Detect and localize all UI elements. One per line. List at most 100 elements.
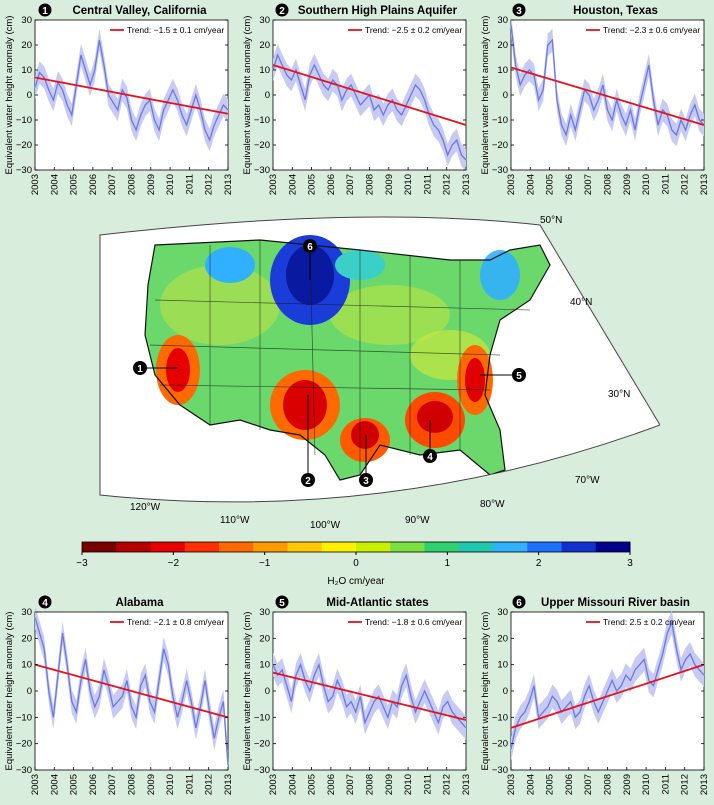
x-tick-label: 2007 <box>107 774 118 795</box>
x-tick-label: 2008 <box>127 774 138 795</box>
x-tick-label: 2007 <box>583 174 594 195</box>
x-tick-label: 2007 <box>345 174 356 195</box>
panel-number-badge: 2 <box>275 3 289 17</box>
legend: Trend: −2.3 ± 0.6 cm/year <box>586 25 700 35</box>
y-tick-label: −30 <box>16 765 32 776</box>
legend: Trend: 2.5 ± 0.2 cm/year <box>586 617 695 627</box>
colorbar-swatch <box>561 542 597 552</box>
y-tick-label: 20 <box>497 40 508 51</box>
legend-label: Trend: −1.5 ± 0.1 cm/year <box>127 25 224 35</box>
colorbar-swatch <box>390 542 425 552</box>
x-tick-label: 2004 <box>525 174 536 195</box>
plot-area <box>272 611 467 771</box>
x-tick-label: 2012 <box>204 174 215 195</box>
map-marker-5: 5 <box>480 368 526 382</box>
lon-label-100: 100°W <box>310 520 341 531</box>
colorbar-swatch <box>424 542 460 552</box>
panel-number-badge: 6 <box>512 595 526 609</box>
x-tick-label: 2010 <box>165 774 176 795</box>
colorbar-swatch <box>595 542 631 552</box>
y-tick-label: 0 <box>503 686 508 697</box>
x-tick-label: 2005 <box>307 774 318 795</box>
trend-line <box>34 663 229 719</box>
x-tick-label: 2005 <box>69 774 80 795</box>
chart-svg: 2 Southern High Plains Aquifer Trend: −2.5… <box>242 3 472 195</box>
x-tick-label: 2009 <box>622 774 633 795</box>
lon-label-110: 110°W <box>220 515 250 526</box>
chart-svg: 5 Mid-Atlantic states Trend: −1.8 ± 0.6 cm… <box>242 595 472 795</box>
y-axis-label: Equivalent water height anomaly (cm) <box>4 16 15 175</box>
x-tick-label: 2006 <box>564 774 575 795</box>
panel-number-badge: 4 <box>38 595 52 609</box>
colorbar-swatch <box>184 542 220 552</box>
x-tick-label: 2011 <box>660 774 671 794</box>
map-marker-3: 3 <box>359 435 373 487</box>
x-tick-label: 2012 <box>680 774 691 795</box>
colorbar-swatch <box>82 542 117 552</box>
x-tick-label: 2005 <box>307 174 318 195</box>
colorbar-swatch <box>116 542 151 552</box>
svg-text:1: 1 <box>137 364 143 375</box>
y-tick-label: −30 <box>254 165 270 176</box>
x-tick-label: 2011 <box>422 174 433 194</box>
svg-text:3: 3 <box>363 476 369 487</box>
panel-number: 1 <box>42 6 48 17</box>
legend: Trend: −1.5 ± 0.1 cm/year <box>110 25 224 35</box>
x-tick-label: 2003 <box>30 774 41 795</box>
panel-number-badge: 5 <box>275 595 289 609</box>
x-tick-label: 2006 <box>326 774 337 795</box>
x-tick-label: 2004 <box>525 774 536 795</box>
trend-line <box>34 76 229 115</box>
lon-label-120: 120°W <box>130 502 161 513</box>
lat-label-30: 30°N <box>608 389 630 400</box>
colorbar-tick: −2 <box>168 558 180 569</box>
uncertainty-band <box>35 28 228 152</box>
x-tick-label: 2013 <box>461 174 472 195</box>
y-tick-label: 30 <box>259 15 270 26</box>
y-tick-label: 20 <box>497 633 508 644</box>
y-tick-label: 10 <box>259 65 270 76</box>
x-tick-label: 2008 <box>127 174 138 195</box>
y-tick-label: 20 <box>259 633 270 644</box>
svg-text:5: 5 <box>516 371 522 382</box>
y-tick-label: 0 <box>27 90 32 101</box>
y-tick-label: −30 <box>492 165 508 176</box>
y-tick-label: −30 <box>254 765 270 776</box>
legend-label: Trend: −2.3 ± 0.6 cm/year <box>603 25 700 35</box>
y-tick-label: −10 <box>254 115 270 126</box>
x-tick-label: 2004 <box>49 174 60 195</box>
colorbar-swatch <box>458 542 494 552</box>
y-axis-label: Equivalent water height anomaly (cm) <box>480 612 491 771</box>
x-tick-label: 2007 <box>583 774 594 795</box>
series-line <box>510 620 705 750</box>
y-axis-label: Equivalent water height anomaly (cm) <box>242 16 253 175</box>
y-tick-label: 0 <box>265 90 270 101</box>
x-tick-label: 2009 <box>384 774 395 795</box>
x-tick-label: 2004 <box>287 174 298 195</box>
x-tick-label: 2013 <box>223 174 234 195</box>
y-tick-label: −20 <box>254 140 270 151</box>
y-axis-label: Equivalent water height anomaly (cm) <box>242 612 253 771</box>
x-tick-label: 2011 <box>184 174 195 194</box>
x-tick-label: 2005 <box>545 174 556 195</box>
x-tick-label: 2011 <box>422 774 433 794</box>
x-tick-label: 2010 <box>165 174 176 195</box>
y-tick-label: −10 <box>16 712 32 723</box>
chart-svg: 3 Houston, Texas Trend: −2.3 ± 0.6 cm/year… <box>480 3 710 195</box>
y-tick-label: 0 <box>265 686 270 697</box>
trend-line <box>272 671 467 721</box>
colorbar: −3 −2 −1 0 1 2 3 H₂O cm/year <box>76 541 633 587</box>
y-tick-label: 30 <box>21 607 32 618</box>
y-tick-label: 10 <box>497 65 508 76</box>
legend: Trend: −2.5 ± 0.2 cm/year <box>348 25 462 35</box>
panel-number: 3 <box>516 6 522 17</box>
y-tick-label: −20 <box>254 739 270 750</box>
x-tick-label: 2006 <box>326 174 337 195</box>
y-tick-label: −20 <box>492 140 508 151</box>
y-tick-label: −20 <box>16 739 32 750</box>
y-tick-label: 10 <box>259 660 270 671</box>
panel-title: Southern High Plains Aquifer <box>298 5 458 17</box>
colorbar-swatch <box>150 542 186 552</box>
y-tick-label: 0 <box>27 686 32 697</box>
